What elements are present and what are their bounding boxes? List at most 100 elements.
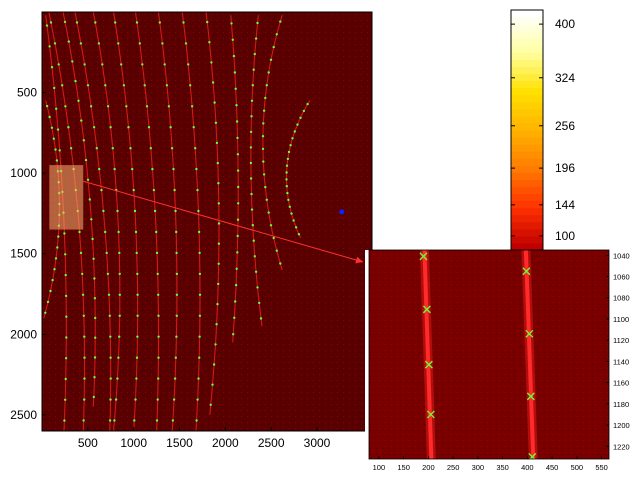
inset-y-tick-label: 1140 bbox=[613, 357, 629, 366]
trace-marker bbox=[108, 314, 112, 317]
colorbar-band bbox=[511, 45, 543, 53]
trace-marker bbox=[155, 251, 159, 255]
trace-marker bbox=[78, 230, 81, 234]
trace-marker bbox=[230, 22, 233, 25]
trace-marker bbox=[92, 257, 95, 260]
inset-x-tick-label: 250 bbox=[447, 463, 460, 472]
inset-y-tick-label: 1220 bbox=[613, 442, 630, 451]
trace-marker bbox=[134, 230, 138, 234]
colorbar-band bbox=[511, 17, 543, 25]
trace-marker bbox=[83, 335, 86, 338]
trace-marker bbox=[118, 251, 121, 255]
trace-marker bbox=[213, 101, 216, 104]
trace-marker bbox=[259, 317, 263, 320]
trace-marker bbox=[118, 335, 121, 338]
trace-marker bbox=[136, 293, 139, 296]
trace-marker bbox=[167, 105, 171, 108]
trace-marker bbox=[293, 130, 296, 133]
trace-marker bbox=[93, 277, 96, 280]
trace-marker bbox=[236, 251, 239, 254]
trace-marker bbox=[95, 147, 99, 150]
trace-marker bbox=[57, 63, 60, 66]
trace-marker bbox=[77, 99, 80, 103]
colorbar-band bbox=[511, 221, 543, 230]
trace-marker bbox=[156, 272, 159, 276]
trace-marker bbox=[175, 335, 178, 338]
trace-marker bbox=[253, 255, 256, 258]
main-image-noise bbox=[42, 12, 372, 431]
colorbar: 100 144 196 256 324 400 bbox=[510, 9, 575, 251]
trace-line-5 bbox=[74, 12, 112, 431]
x-tick-label: 1000 bbox=[120, 436, 147, 450]
trace-marker bbox=[64, 105, 67, 108]
trace-marker bbox=[236, 169, 240, 172]
colorbar-tick-label: 400 bbox=[555, 17, 575, 31]
blue-marker bbox=[339, 209, 345, 215]
trace-marker bbox=[250, 208, 254, 211]
trace-marker bbox=[49, 21, 53, 24]
trace-marker bbox=[198, 293, 202, 296]
trace-marker bbox=[275, 249, 278, 252]
trace-marker bbox=[57, 235, 60, 238]
inset-x-tick-label: 150 bbox=[397, 463, 410, 472]
trace-marker bbox=[197, 230, 201, 234]
inset-trace-2 bbox=[523, 250, 536, 459]
trace-marker bbox=[81, 293, 85, 296]
colorbar-band bbox=[511, 172, 543, 180]
trace-marker bbox=[175, 314, 178, 317]
inset-y-tick-label: 1100 bbox=[613, 315, 629, 324]
trace-marker bbox=[44, 311, 47, 314]
trace-marker bbox=[114, 21, 117, 24]
trace-marker bbox=[171, 419, 175, 422]
trace-marker bbox=[261, 135, 265, 138]
trace-marker bbox=[157, 293, 160, 296]
trace-marker bbox=[252, 239, 255, 242]
trace-marker bbox=[86, 84, 90, 87]
trace-marker bbox=[63, 232, 66, 235]
trace-line-14 bbox=[262, 15, 283, 270]
colorbar-band bbox=[511, 87, 543, 96]
trace-marker bbox=[262, 160, 265, 163]
trace-marker bbox=[292, 219, 295, 222]
inset-x-marker-stroke bbox=[526, 392, 535, 401]
trace-marker bbox=[182, 21, 185, 24]
inset-x-tick-label: 350 bbox=[496, 463, 509, 472]
colorbar-gradient bbox=[511, 10, 543, 251]
inset-y-tick-label: 1060 bbox=[613, 273, 630, 282]
zoom-connector-line bbox=[83, 180, 364, 263]
trace-marker bbox=[52, 137, 55, 140]
trace-marker bbox=[214, 121, 218, 125]
trace-marker bbox=[104, 84, 107, 87]
y-tick-label: 2000 bbox=[10, 327, 37, 341]
colorbar-band bbox=[511, 242, 543, 251]
trace-marker bbox=[267, 71, 270, 74]
trace-marker bbox=[195, 167, 198, 171]
trace-marker bbox=[83, 63, 86, 66]
x-tick-label: 2500 bbox=[258, 436, 285, 450]
trace-marker bbox=[269, 224, 273, 227]
y-tick-label: 2500 bbox=[10, 408, 37, 422]
trace-marker bbox=[134, 398, 137, 401]
colorbar-band bbox=[511, 151, 543, 159]
inset-y-tick-label: 1200 bbox=[613, 421, 630, 430]
trace-marker bbox=[113, 167, 116, 171]
inset-x-marker bbox=[424, 360, 433, 369]
trace-marker bbox=[299, 116, 302, 120]
trace-marker bbox=[254, 270, 258, 273]
trace-marker bbox=[93, 356, 97, 359]
trace-marker bbox=[285, 185, 288, 188]
trace-marker bbox=[272, 236, 275, 240]
trace-marker bbox=[83, 377, 86, 380]
trace-marker bbox=[217, 182, 220, 185]
trace-marker bbox=[91, 237, 94, 241]
trace-marker bbox=[135, 21, 139, 24]
x-tick-label: 3000 bbox=[304, 436, 331, 450]
trace-marker bbox=[250, 99, 254, 103]
trace-marker bbox=[71, 60, 74, 63]
trace-marker bbox=[253, 52, 256, 56]
trace-marker bbox=[172, 398, 176, 401]
colorbar-band bbox=[511, 31, 543, 39]
trace-marker bbox=[195, 419, 198, 422]
main-traces bbox=[43, 12, 311, 431]
trace-marker bbox=[64, 273, 67, 277]
